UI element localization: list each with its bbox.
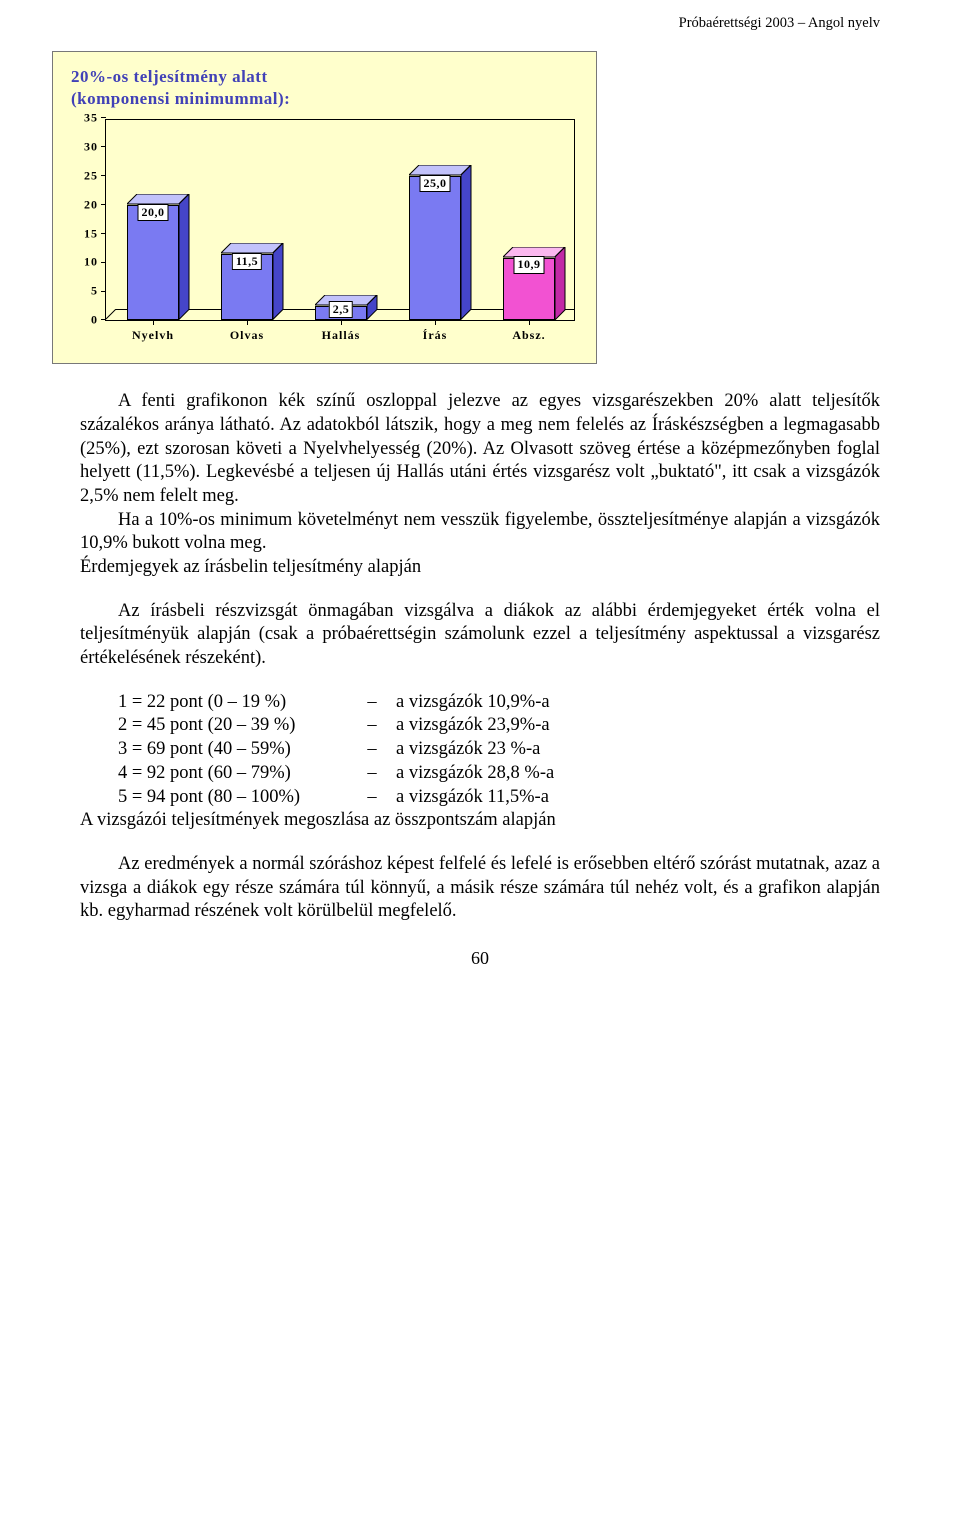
grade-range: 5 = 94 pont (80 – 100%) bbox=[118, 786, 348, 810]
grade-dash: – bbox=[348, 714, 396, 738]
grade-range: 1 = 22 pont (0 – 19 %) bbox=[118, 691, 348, 715]
chart-bar-front bbox=[127, 205, 179, 320]
chart-container: 20%-os teljesítmény alatt (komponensi mi… bbox=[52, 51, 597, 365]
page-number: 60 bbox=[0, 947, 960, 970]
chart-floor-corner bbox=[106, 309, 117, 320]
chart-bar: 2,5 bbox=[315, 296, 377, 320]
chart-plot: 05101520253035Nyelvh20,0Olvas11,5Hallás2… bbox=[105, 119, 575, 349]
chart-xtick-label: Olvas bbox=[230, 320, 264, 343]
grade-range: 2 = 45 pont (20 – 39 %) bbox=[118, 714, 348, 738]
paragraph-2: Ha a 10%-os minimum követelményt nem ves… bbox=[80, 509, 880, 556]
grade-dash: – bbox=[348, 738, 396, 762]
table-row: 5 = 94 pont (80 – 100%)–a vizsgázók 11,5… bbox=[118, 786, 554, 810]
grade-percent: a vizsgázók 23,9%-a bbox=[396, 714, 554, 738]
grade-range: 4 = 92 pont (60 – 79%) bbox=[118, 762, 348, 786]
chart-ytick-label: 15 bbox=[84, 226, 106, 241]
chart-bar-value: 20,0 bbox=[137, 204, 168, 221]
table-row: 1 = 22 pont (0 – 19 %)–a vizsgázók 10,9%… bbox=[118, 691, 554, 715]
chart-bar-value: 10,9 bbox=[513, 256, 544, 273]
chart-ytick-mark bbox=[101, 204, 106, 205]
chart-bar-side bbox=[273, 243, 284, 320]
chart-ytick-mark bbox=[101, 117, 106, 118]
chart-ytick-mark bbox=[101, 291, 106, 292]
chart-ytick-mark bbox=[101, 233, 106, 234]
paragraph-3: Az írásbeli részvizsgát önmagában vizsgá… bbox=[80, 600, 880, 671]
chart-bar-value: 11,5 bbox=[232, 253, 262, 270]
chart-ytick-label: 35 bbox=[84, 111, 106, 126]
chart-ytick-label: 20 bbox=[84, 197, 106, 212]
table-row: 2 = 45 pont (20 – 39 %)–a vizsgázók 23,9… bbox=[118, 714, 554, 738]
grade-percent: a vizsgázók 28,8 %-a bbox=[396, 762, 554, 786]
table-row: 4 = 92 pont (60 – 79%)–a vizsgázók 28,8 … bbox=[118, 762, 554, 786]
chart-ytick-label: 25 bbox=[84, 168, 106, 183]
chart-ytick-mark bbox=[101, 175, 106, 176]
chart-bar: 10,9 bbox=[503, 248, 565, 321]
grade-percent: a vizsgázók 23 %-a bbox=[396, 738, 554, 762]
chart-xtick-label: Hallás bbox=[322, 320, 361, 343]
grade-dash: – bbox=[348, 691, 396, 715]
chart-xtick-label: Írás bbox=[423, 320, 448, 343]
chart-bar-front bbox=[409, 176, 461, 320]
chart-ytick-mark bbox=[101, 146, 106, 147]
chart-title-line1: 20%-os teljesítmény alatt bbox=[71, 67, 268, 86]
grade-table: 1 = 22 pont (0 – 19 %)–a vizsgázók 10,9%… bbox=[118, 691, 554, 809]
chart-ytick-mark bbox=[101, 262, 106, 263]
paragraph-1: A fenti grafikonon kék színű oszloppal j… bbox=[80, 390, 880, 508]
grade-dash: – bbox=[348, 762, 396, 786]
grade-percent: a vizsgázók 10,9%-a bbox=[396, 691, 554, 715]
chart-xtick-label: Absz. bbox=[512, 320, 545, 343]
chart-bar: 20,0 bbox=[127, 195, 189, 320]
chart-ytick-label: 10 bbox=[84, 255, 106, 270]
grade-range: 3 = 69 pont (40 – 59%) bbox=[118, 738, 348, 762]
chart-bar-value: 2,5 bbox=[329, 301, 354, 318]
chart-bar: 25,0 bbox=[409, 166, 471, 320]
chart-title-line2: (komponensi minimummal): bbox=[71, 89, 290, 108]
chart-plot-area: 05101520253035Nyelvh20,0Olvas11,5Hallás2… bbox=[105, 119, 575, 321]
chart-title: 20%-os teljesítmény alatt (komponensi mi… bbox=[71, 66, 578, 112]
chart-ytick-label: 30 bbox=[84, 140, 106, 155]
grade-percent: a vizsgázók 11,5%-a bbox=[396, 786, 554, 810]
chart-xtick-label: Nyelvh bbox=[132, 320, 174, 343]
chart-bar-value: 25,0 bbox=[419, 175, 450, 192]
chart-bar-side bbox=[555, 247, 566, 321]
subheading-grades: Érdemjegyek az írásbelin teljesítmény al… bbox=[80, 556, 880, 580]
subheading-distribution: A vizsgázói teljesítmények megoszlása az… bbox=[80, 809, 880, 833]
running-head: Próbaérettségi 2003 – Angol nyelv bbox=[80, 14, 880, 33]
table-row: 3 = 69 pont (40 – 59%)–a vizsgázók 23 %-… bbox=[118, 738, 554, 762]
chart-bar-side bbox=[179, 194, 190, 320]
chart-ytick-label: 0 bbox=[91, 313, 106, 328]
paragraph-4: Az eredmények a normál szóráshoz képest … bbox=[80, 853, 880, 924]
chart-bar-side bbox=[461, 165, 472, 320]
chart-ytick-label: 5 bbox=[91, 284, 106, 299]
chart-bar: 11,5 bbox=[221, 244, 283, 320]
grade-dash: – bbox=[348, 786, 396, 810]
